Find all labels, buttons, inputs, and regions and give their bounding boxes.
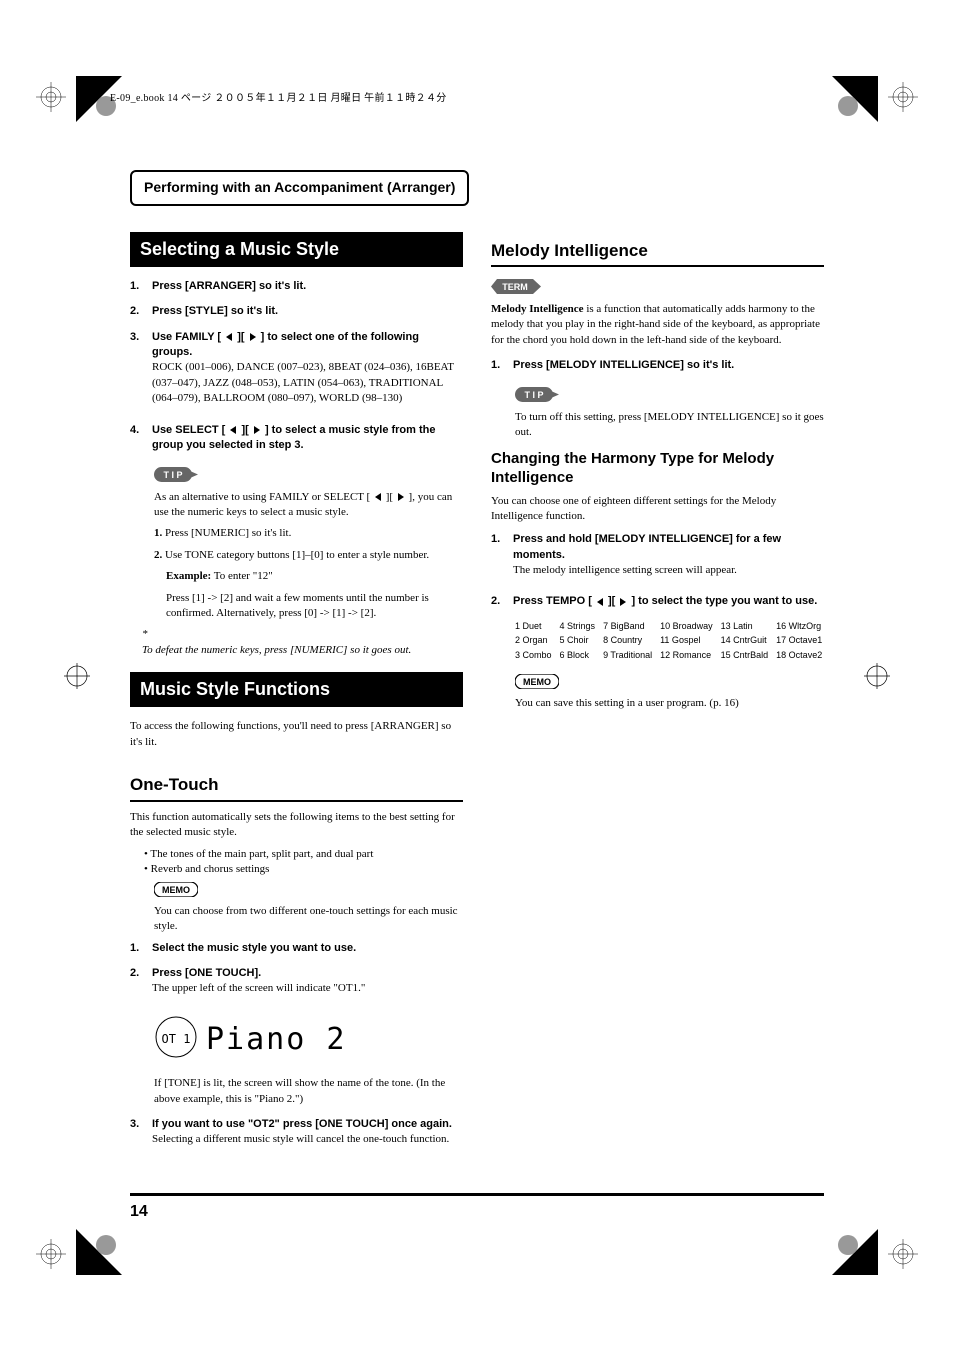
registration-mark	[36, 82, 66, 112]
term-body: Melody Intelligence is a function that a…	[491, 302, 824, 348]
registration-mark	[888, 82, 918, 112]
table-cell: 17 Octave1	[776, 634, 830, 649]
svg-text:TERM: TERM	[502, 282, 528, 292]
substep: 2. Use TONE category buttons [1]–[0] to …	[154, 548, 463, 563]
step-title: Press [ARRANGER] so it's lit.	[152, 280, 306, 292]
body-text: Selecting a different music style will c…	[152, 1132, 457, 1147]
section-heading: Music Style Functions	[130, 672, 463, 707]
body-text: To access the following functions, you'l…	[130, 719, 463, 750]
color-bar-icon	[76, 1229, 122, 1275]
memo-body: You can save this setting in a user prog…	[515, 696, 824, 711]
lcd-display: OT 1 Piano 2	[154, 1015, 463, 1064]
step-number: 3.	[130, 1117, 152, 1132]
chapter-title: Performing with an Accompaniment (Arrang…	[130, 170, 469, 206]
left-arrow-icon	[373, 492, 383, 502]
page-number: 14	[130, 1201, 148, 1223]
tip-badge-icon: T I P	[154, 467, 200, 487]
step-title: Press and hold [MELODY INTELLIGENCE] for…	[513, 533, 781, 560]
table-cell: 13 Latin	[721, 620, 777, 635]
step-title: If you want to use "OT2" press [ONE TOUC…	[152, 1118, 452, 1130]
table-cell: 4 Strings	[560, 620, 604, 635]
svg-text:Piano 2: Piano 2	[206, 1022, 344, 1057]
step-title: Use SELECT [ ][ ] to select a music styl…	[152, 424, 436, 451]
table-cell: 18 Octave2	[776, 649, 830, 664]
term-badge-icon: TERM	[491, 279, 541, 299]
table-cell: 5 Choir	[560, 634, 604, 649]
subsection-heading: One-Touch	[130, 770, 463, 802]
table-cell: 16 WltzOrg	[776, 620, 830, 635]
crosshair-icon	[64, 663, 90, 689]
subsection-heading: Melody Intelligence	[491, 236, 824, 268]
color-bar-icon	[832, 76, 878, 122]
memo-badge-icon: MEMO	[154, 882, 198, 902]
table-cell: 15 CntrBald	[721, 649, 777, 664]
body-text: The melody intelligence setting screen w…	[513, 563, 818, 578]
table-cell: 11 Gospel	[660, 634, 721, 649]
table-cell: 2 Organ	[515, 634, 560, 649]
tip-badge-icon: T I P	[515, 387, 561, 407]
step-title: Press [ONE TOUCH].	[152, 967, 261, 979]
table-cell: 3 Combo	[515, 649, 560, 664]
table-cell: 7 BigBand	[603, 620, 660, 635]
step-number: 1.	[130, 279, 152, 294]
page-rule	[130, 1193, 824, 1196]
table-cell: 10 Broadway	[660, 620, 721, 635]
svg-text:MEMO: MEMO	[523, 677, 551, 687]
left-arrow-icon	[224, 332, 234, 342]
table-cell: 8 Country	[603, 634, 660, 649]
svg-text:OT 1: OT 1	[162, 1032, 191, 1046]
print-header: E-09_e.book 14 ページ ２００５年１１月２１日 月曜日 午前１１時…	[110, 92, 447, 106]
step-title: Select the music style you want to use.	[152, 942, 356, 954]
memo-body: You can choose from two different one-to…	[154, 904, 463, 935]
step-title: Press [MELODY INTELLIGENCE] so it's lit.	[513, 359, 734, 371]
table-cell: 14 CntrGuit	[721, 634, 777, 649]
body-text: Press [1] -> [2] and wait a few moments …	[166, 591, 463, 622]
example-text: Example: To enter "12"	[166, 569, 463, 584]
svg-text:MEMO: MEMO	[162, 885, 190, 895]
right-arrow-icon	[396, 492, 406, 502]
section-heading: Selecting a Music Style	[130, 232, 463, 267]
harmony-type-table: 1 Duet4 Strings7 BigBand10 Broadway13 La…	[515, 620, 824, 664]
step-number: 3.	[130, 330, 152, 345]
subsubsection-heading: Changing the Harmony Type for Melody Int…	[491, 449, 824, 488]
table-cell: 12 Romance	[660, 649, 721, 664]
tip-body: As an alternative to using FAMILY or SEL…	[154, 490, 463, 521]
right-arrow-icon	[252, 425, 262, 435]
table-cell: 9 Traditional	[603, 649, 660, 664]
crosshair-icon	[864, 663, 890, 689]
bullet-item: • The tones of the main part, split part…	[144, 847, 463, 862]
memo-badge-icon: MEMO	[515, 674, 559, 694]
bullet-item: • Reverb and chorus settings	[144, 862, 463, 877]
registration-mark	[36, 1239, 66, 1269]
right-arrow-icon	[248, 332, 258, 342]
body-text: The upper left of the screen will indica…	[152, 981, 457, 996]
color-bar-icon	[832, 1229, 878, 1275]
body-text: ROCK (001–006), DANCE (007–023), 8BEAT (…	[152, 360, 457, 406]
step-number: 1.	[491, 358, 513, 373]
svg-text:T I P: T I P	[524, 390, 543, 400]
table-cell: 1 Duet	[515, 620, 560, 635]
step-number: 4.	[130, 423, 152, 438]
body-text: If [TONE] is lit, the screen will show t…	[154, 1076, 463, 1107]
body-text: This function automatically sets the fol…	[130, 810, 463, 841]
tip-body: To turn off this setting, press [MELODY …	[515, 410, 824, 441]
step-number: 2.	[130, 304, 152, 319]
step-title: Press [STYLE] so it's lit.	[152, 305, 278, 317]
substep: 1. Press [NUMERIC] so it's lit.	[154, 526, 463, 541]
registration-mark	[888, 1239, 918, 1269]
left-arrow-icon	[595, 597, 605, 607]
step-number: 2.	[491, 594, 513, 609]
step-number: 1.	[130, 941, 152, 956]
right-arrow-icon	[618, 597, 628, 607]
step-number: 1.	[491, 532, 513, 547]
table-cell: 6 Block	[560, 649, 604, 664]
svg-text:T I P: T I P	[163, 470, 182, 480]
step-number: 2.	[130, 966, 152, 981]
body-text: You can choose one of eighteen different…	[491, 494, 824, 525]
step-title: Press TEMPO [ ][ ] to select the type yo…	[513, 595, 817, 607]
footnote: *To defeat the numeric keys, press [NUME…	[142, 627, 463, 658]
left-arrow-icon	[228, 425, 238, 435]
step-title: Use FAMILY [ ][ ] to select one of the f…	[152, 331, 419, 358]
